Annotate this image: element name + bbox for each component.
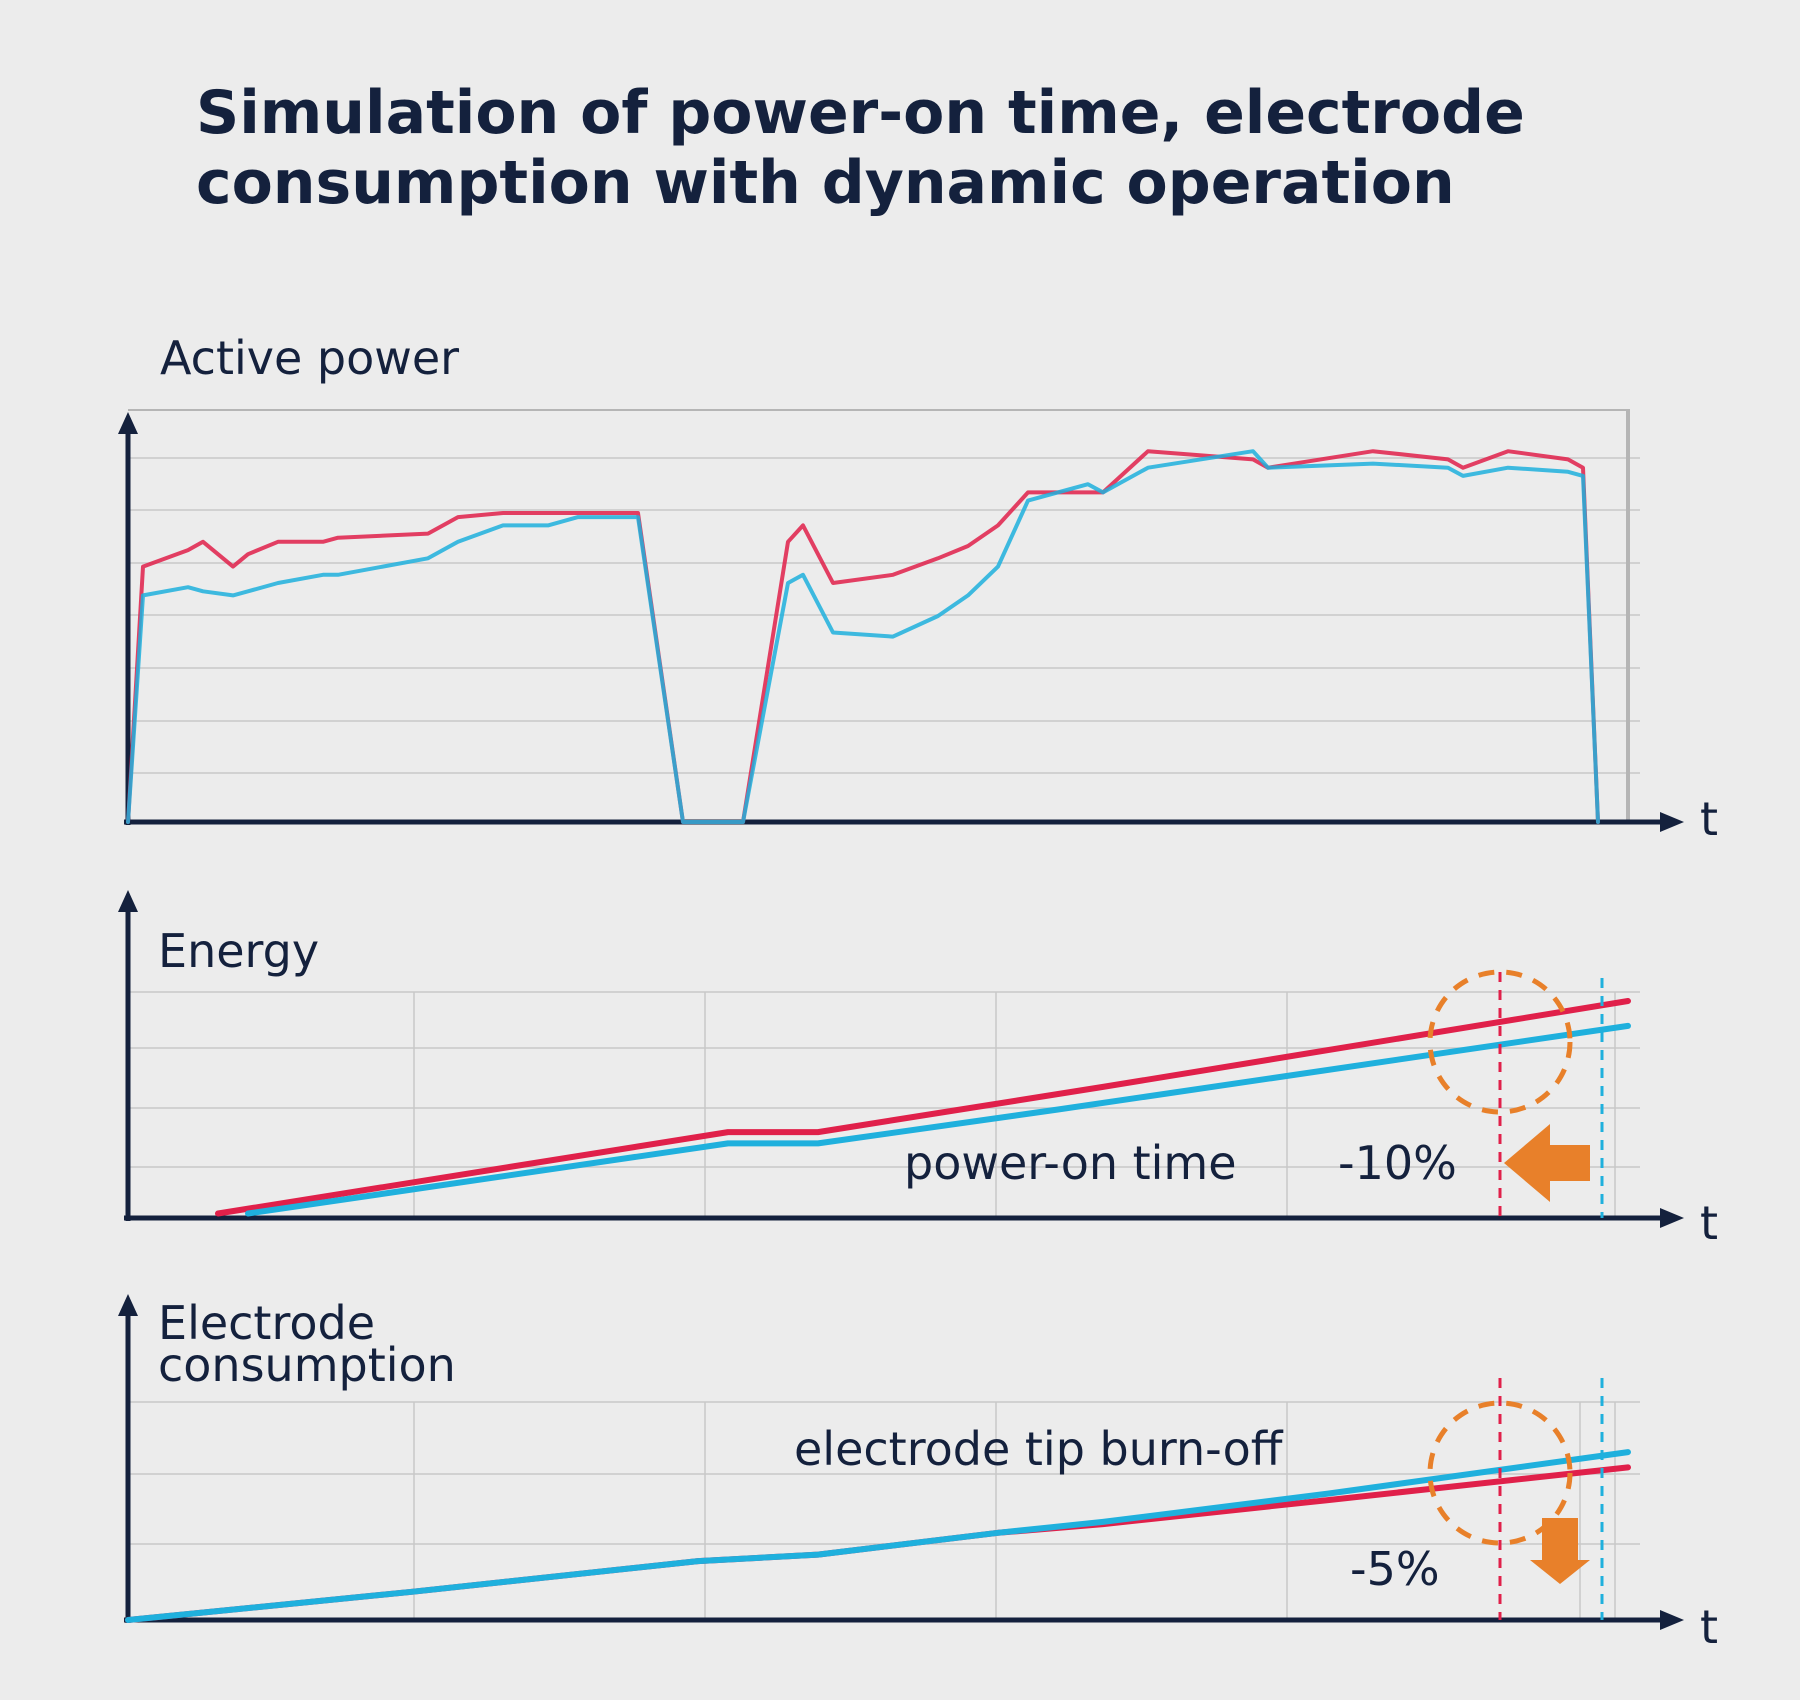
y-axis-arrow (118, 412, 138, 434)
highlight-circle (1427, 1400, 1573, 1546)
energy-title: Energy (158, 924, 320, 978)
active-power-title: Active power (160, 331, 460, 385)
series-line-blue (126, 449, 1600, 824)
left-arrow-icon (1504, 1124, 1590, 1202)
y-axis-arrow (118, 890, 138, 912)
x-axis-arrow (1660, 812, 1684, 832)
x-axis-arrow (1660, 1610, 1684, 1630)
highlight-circle (1427, 969, 1573, 1115)
series-line-red (215, 998, 1631, 1217)
power-on-time-delta: -10% (1338, 1136, 1457, 1190)
power-on-time-annotation: power-on time (904, 1136, 1237, 1190)
series-line-blue (245, 1022, 1631, 1217)
series-line-red (126, 449, 1600, 824)
page-title: Simulation of power-on time, electrode c… (196, 78, 1525, 218)
active-power-x-label: t (1700, 792, 1719, 846)
electrode-x-label: t (1700, 1600, 1719, 1654)
series-line-blue (125, 1449, 1631, 1623)
x-axis-arrow (1660, 1208, 1684, 1228)
electrode-consumption-title: Electrode consumption (158, 1296, 456, 1392)
y-axis-arrow (118, 1294, 138, 1316)
electrode-delta: -5% (1350, 1542, 1440, 1596)
electrode-tip-burn-off-annotation: electrode tip burn-off (794, 1422, 1283, 1476)
down-arrow-icon (1530, 1518, 1590, 1584)
energy-x-label: t (1700, 1196, 1719, 1250)
